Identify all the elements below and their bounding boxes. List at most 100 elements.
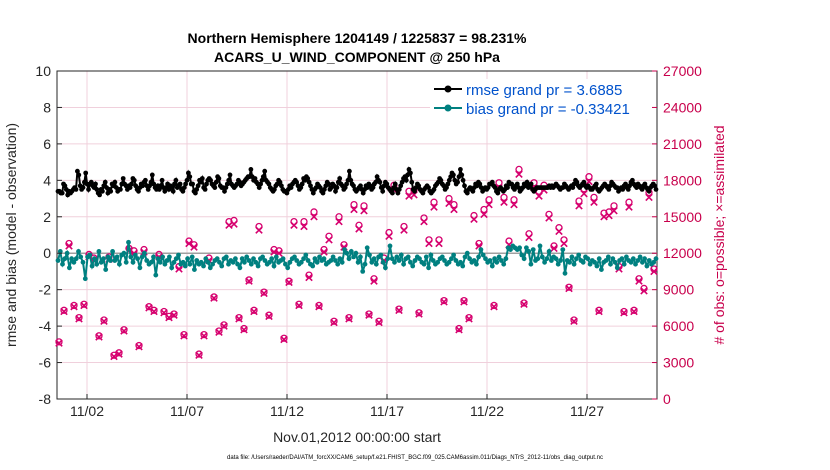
bias-point bbox=[451, 253, 456, 258]
bias-point bbox=[358, 255, 363, 260]
y-left-tick-label: -2 bbox=[39, 282, 52, 298]
bias-point bbox=[585, 256, 590, 261]
bias-point bbox=[613, 260, 618, 265]
bias-point bbox=[367, 253, 372, 258]
bias-point bbox=[103, 267, 108, 272]
y-left-tick-label: -6 bbox=[39, 355, 52, 371]
bias-point bbox=[540, 255, 545, 260]
bias-point bbox=[274, 255, 279, 260]
bias-point bbox=[149, 260, 154, 265]
bias-point bbox=[538, 244, 543, 249]
y-right-tick-label: 9000 bbox=[663, 282, 694, 298]
bias-point bbox=[638, 255, 643, 260]
bias-point bbox=[176, 253, 181, 258]
bias-point bbox=[388, 244, 393, 249]
rmse-point bbox=[462, 183, 467, 188]
rmse-point bbox=[132, 178, 137, 183]
rmse-point bbox=[160, 178, 165, 183]
bias-point bbox=[242, 260, 247, 265]
obs-assimilated-marker bbox=[546, 215, 552, 221]
bias-point bbox=[224, 255, 229, 260]
bias-point bbox=[356, 260, 361, 265]
obs-assimilated-marker bbox=[526, 234, 532, 240]
bias-point bbox=[110, 249, 115, 254]
bias-point bbox=[615, 265, 620, 270]
y-right-tick-label: 6000 bbox=[663, 318, 694, 334]
rmse-point bbox=[60, 191, 65, 196]
rmse-point bbox=[93, 182, 98, 187]
y-left-tick-label: 0 bbox=[43, 245, 51, 261]
bias-point bbox=[460, 264, 465, 269]
plot-area bbox=[57, 71, 657, 399]
bias-point bbox=[78, 255, 83, 260]
rmse-point bbox=[404, 178, 409, 183]
obs-assimilated-marker bbox=[231, 221, 237, 227]
bias-point bbox=[622, 262, 627, 267]
bias-point bbox=[494, 260, 499, 265]
bias-point bbox=[567, 260, 572, 265]
rmse-point bbox=[654, 187, 659, 192]
rmse-point bbox=[118, 187, 123, 192]
chart: Northern Hemisphere 1204149 / 1225837 = … bbox=[0, 0, 830, 470]
bias-point bbox=[117, 262, 122, 267]
rmse-point bbox=[200, 176, 205, 181]
bias-point bbox=[599, 267, 604, 272]
rmse-point bbox=[458, 167, 463, 172]
bias-point bbox=[410, 264, 415, 269]
y-right-tick-label: 24000 bbox=[663, 99, 702, 115]
legend-rmse-label: rmse grand pr = 3.6885 bbox=[466, 82, 622, 99]
rmse-point bbox=[451, 173, 456, 178]
bias-point bbox=[347, 256, 352, 261]
bias-point bbox=[476, 255, 481, 260]
bias-point bbox=[151, 255, 156, 260]
bias-point bbox=[201, 264, 206, 269]
bias-point bbox=[115, 255, 120, 260]
bias-point bbox=[185, 256, 190, 261]
bias-point bbox=[67, 265, 72, 270]
bias-point bbox=[406, 255, 411, 260]
rmse-point bbox=[171, 189, 176, 194]
rmse-point bbox=[409, 180, 414, 185]
bias-point bbox=[190, 255, 195, 260]
rmse-point bbox=[408, 171, 413, 176]
bias-point bbox=[56, 258, 61, 263]
obs-assimilated-marker bbox=[426, 240, 432, 246]
bias-point bbox=[429, 253, 434, 258]
bias-point bbox=[281, 256, 286, 261]
y-left-tick-label: 10 bbox=[35, 63, 51, 79]
obs-assimilated-marker bbox=[401, 227, 407, 233]
y-left-tick-label: 2 bbox=[43, 209, 51, 225]
bias-series bbox=[56, 240, 659, 281]
x-tick-label: 11/27 bbox=[570, 403, 604, 419]
bias-point bbox=[479, 247, 484, 252]
bias-point bbox=[424, 255, 429, 260]
bias-point bbox=[160, 255, 165, 260]
bias-point bbox=[381, 260, 386, 265]
bias-point bbox=[560, 247, 565, 252]
bias-point bbox=[238, 265, 243, 270]
bias-point bbox=[158, 260, 163, 265]
bias-point bbox=[547, 249, 552, 254]
rmse-point bbox=[83, 171, 88, 176]
bias-point bbox=[310, 264, 315, 269]
y-right-tick-label: 18000 bbox=[663, 172, 702, 188]
y-right-tick-label: 15000 bbox=[663, 209, 702, 225]
bias-point bbox=[169, 265, 174, 270]
bias-point bbox=[101, 256, 106, 261]
bias-point bbox=[379, 253, 384, 258]
legend-rmse-marker bbox=[445, 86, 452, 93]
bias-point bbox=[576, 253, 581, 258]
bias-point bbox=[372, 256, 377, 261]
y-axis-left-label: rmse and bias (model - observation) bbox=[3, 123, 19, 347]
obs-assimilated-marker bbox=[421, 218, 427, 224]
bias-point bbox=[608, 262, 613, 267]
bias-point bbox=[642, 256, 647, 261]
bias-point bbox=[74, 256, 79, 261]
x-axis: 11/02 11/07 11/12 11/17 11/22 11/27 bbox=[70, 394, 604, 419]
rmse-point bbox=[121, 176, 126, 181]
bias-point bbox=[131, 260, 136, 265]
rmse-point bbox=[86, 187, 91, 192]
rmse-point bbox=[337, 176, 342, 181]
rmse-series bbox=[56, 167, 659, 197]
bias-point bbox=[122, 251, 127, 256]
